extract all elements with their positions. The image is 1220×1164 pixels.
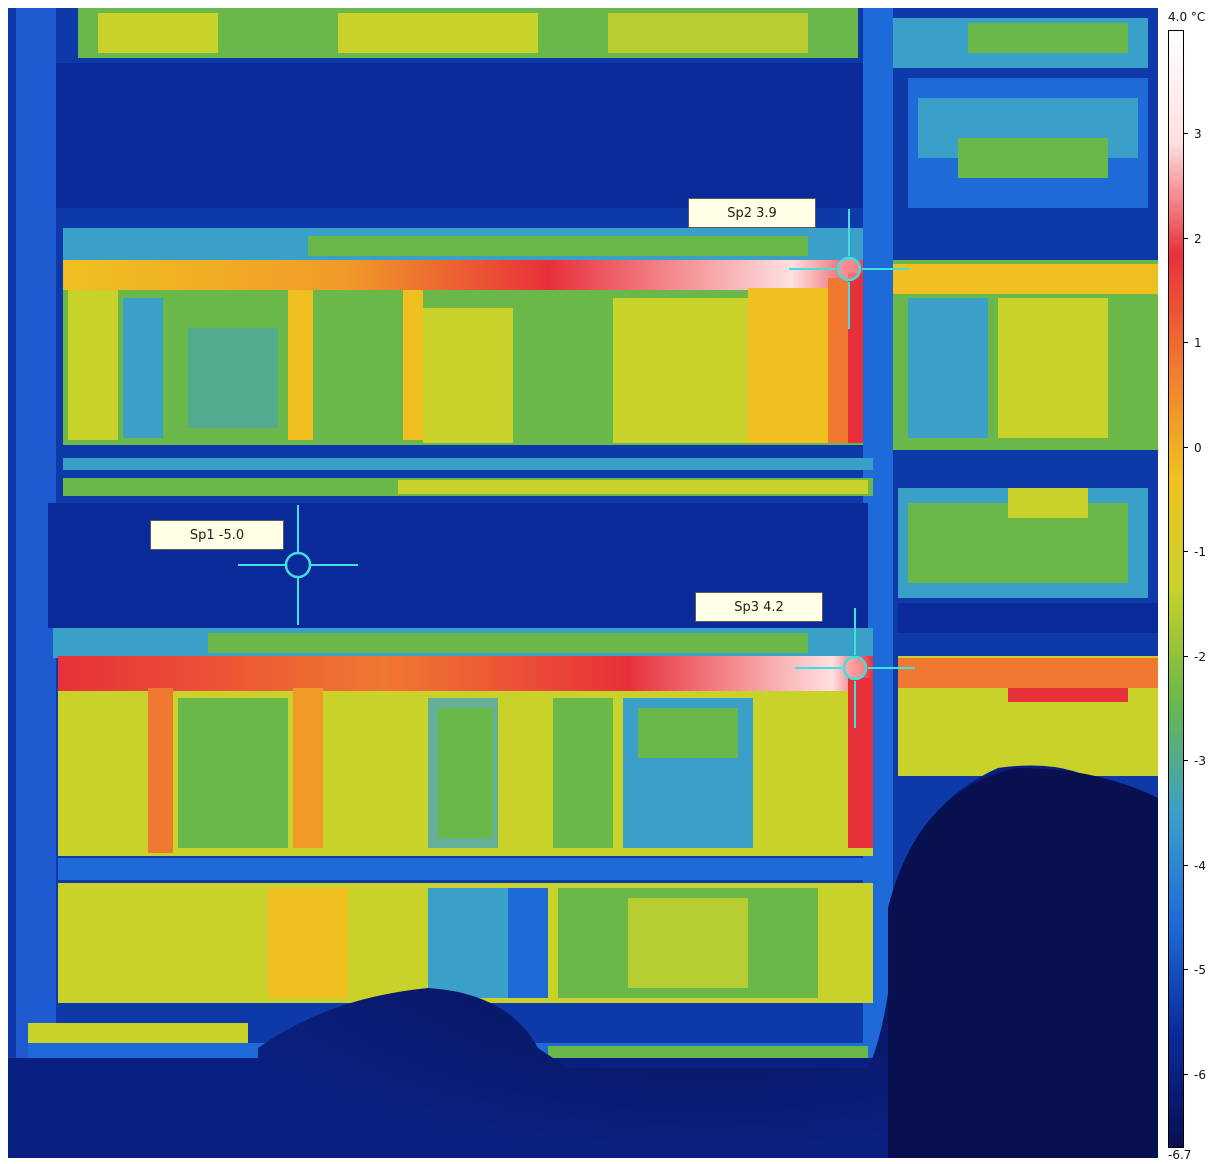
scale-tick-mark (1184, 655, 1188, 657)
temperature-scale: 4.0 °C 3 2 1 0 -1 -2 -3 -4 -5 -6 -6.7 (1160, 0, 1220, 1164)
spot-label-sp3[interactable]: Sp3 4.2 (695, 592, 823, 622)
scale-min-label: -6.7 (1168, 1148, 1192, 1162)
scale-tick-label: 1 (1194, 336, 1202, 351)
scale-tick-label: 2 (1194, 231, 1202, 246)
scale-tick: -2 (1184, 650, 1220, 664)
spot-label-sp2[interactable]: Sp2 3.9 (688, 198, 816, 228)
thermal-image[interactable] (8, 8, 1158, 1158)
scale-tick-label: -1 (1194, 545, 1206, 560)
scale-tick-mark (1184, 342, 1188, 344)
spot-label-sp1[interactable]: Sp1 -5.0 (150, 520, 284, 550)
scale-tick: -3 (1184, 754, 1220, 768)
color-scale-bar[interactable] (1168, 30, 1184, 1148)
scale-max-label: 4.0 °C (1168, 10, 1206, 24)
scale-tick-mark (1184, 446, 1188, 448)
scale-tick-mark (1184, 133, 1188, 135)
scale-tick-label: -6 (1194, 1067, 1206, 1082)
spot-crosshair-sp2[interactable] (789, 209, 909, 329)
scale-tick-mark (1184, 237, 1188, 239)
scale-tick-label: -5 (1194, 963, 1206, 978)
scale-tick-label: -2 (1194, 649, 1206, 664)
scale-tick: 1 (1184, 336, 1220, 350)
thermal-scene (8, 8, 1158, 1158)
scale-tick-label: 0 (1194, 440, 1202, 455)
spot-crosshair-sp3[interactable] (795, 608, 915, 728)
scale-tick-label: 3 (1194, 127, 1202, 142)
scale-tick: 2 (1184, 232, 1220, 246)
spot-crosshair-sp1[interactable] (238, 505, 358, 625)
scale-tick: 0 (1184, 441, 1220, 455)
slab-upper (48, 63, 868, 208)
scale-tick-label: -4 (1194, 858, 1206, 873)
scale-tick: 3 (1184, 127, 1220, 141)
scale-tick-mark (1184, 969, 1188, 971)
scale-tick-mark (1184, 864, 1188, 866)
scale-tick-mark (1184, 551, 1188, 553)
scale-tick: -6 (1184, 1068, 1220, 1082)
scale-tick: -5 (1184, 963, 1220, 977)
scale-tick-mark (1184, 1073, 1188, 1075)
scale-tick: -1 (1184, 545, 1220, 559)
scale-tick-mark (1184, 760, 1188, 762)
scale-tick: -4 (1184, 859, 1220, 873)
scale-tick-label: -3 (1194, 754, 1206, 769)
